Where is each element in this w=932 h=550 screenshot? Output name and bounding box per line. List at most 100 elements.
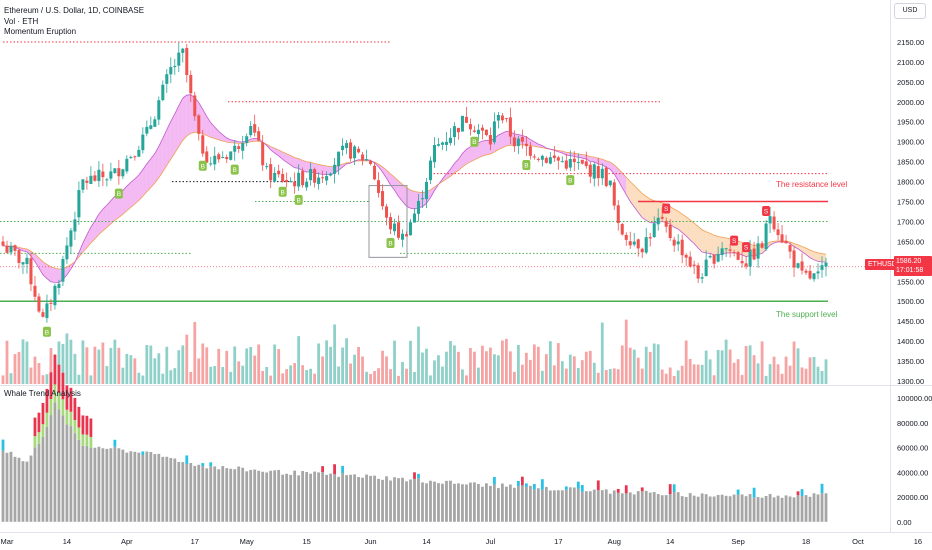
ribbon-segment [654,200,659,223]
whale-accent-bar [185,455,189,465]
volume-bar [644,346,648,384]
candle-body [572,158,576,163]
whale-bar [205,468,209,522]
volume-bar [265,366,269,384]
whale-accent-bar [417,473,420,479]
whale-bar [193,465,197,522]
ribbon-segment [114,193,119,221]
whale-bar [457,483,460,522]
ribbon-segment [278,149,283,160]
ribbon-segment [694,223,699,249]
ribbon-segment [406,187,411,209]
volume-bar [552,365,556,384]
time-tick-label: 17 [554,537,562,546]
price-levels [0,41,890,302]
whale-green-bar [85,434,89,447]
candle-body [357,148,361,153]
volume-bar [672,375,676,384]
buy-signal [522,160,531,171]
whale-bar [500,483,504,522]
whale-bar [604,489,608,522]
whale-bar [449,480,452,522]
candle-body [265,166,269,168]
ribbon-segment [634,185,639,213]
candle-body [229,151,233,160]
whale-bar [369,475,372,522]
volume-bar [273,344,277,384]
ribbon-segment [106,200,111,228]
whale-bar [469,482,472,522]
volume-bar [313,373,317,384]
volume-bar [97,349,101,384]
candle-body [69,230,73,247]
price-tick-label: 1400.00 [897,337,924,346]
ribbon-segment [698,226,703,253]
candle-body [121,169,125,177]
volume-bar [544,354,548,384]
candle-body [676,241,680,245]
whale-bar [41,436,45,522]
candle-body [289,181,293,183]
candle-body [620,224,624,235]
volume-bar [45,374,49,384]
ribbon-segment [642,193,647,221]
candle-body [584,161,588,167]
ribbon-segment [686,216,691,241]
whale-bar [564,489,568,522]
ribbon-segment [42,261,47,279]
volume-bar [748,345,752,384]
ribbon-segment [606,160,611,170]
volume-bar [636,357,640,384]
signal-letter: B [201,163,205,170]
whale-bar [313,471,317,522]
whale-accent-bar [209,462,213,467]
candle-body [768,216,772,224]
candle-body [329,173,333,176]
volume-bar [89,375,93,384]
volume-bar [536,346,540,384]
whale-bar [552,490,556,522]
price-tick-label: 2000.00 [897,98,924,107]
candle-body [205,151,209,163]
ribbon-segment [682,214,687,236]
whale-bar [229,468,233,522]
volume-bar [608,368,612,384]
candle-body [293,181,297,187]
whale-accent-bar [820,483,824,494]
volume-bar [137,372,141,384]
whale-accent-bar [532,484,536,490]
time-tick-label: 15 [302,537,310,546]
volume-bar [405,368,408,384]
candle-body [209,163,213,165]
candle-body [808,270,812,279]
candle-body [389,217,393,230]
candle-body [33,285,37,297]
candle-body [812,273,816,280]
volume-bar [229,371,233,384]
candle-body [261,142,265,166]
volume-bar [564,368,568,384]
price-tick-label: 1850.00 [897,158,924,167]
volume-bar [241,365,245,384]
volume-bar [101,342,105,384]
candle-body [29,258,33,285]
candle-body [301,170,305,186]
whale-bar [600,490,604,522]
volume-bar [85,347,89,384]
whale-bar [189,463,193,522]
candle-body [628,241,632,246]
volume-bar [9,373,13,384]
candle-body [385,206,389,218]
volume-bar [584,351,588,384]
volume-bar [301,365,305,384]
candle-body [97,169,101,182]
currency-button[interactable]: USD [894,3,926,19]
whale-bar [788,496,792,522]
whale-red-bar [45,388,49,413]
volume-bar [784,356,788,384]
whale-bar [672,492,676,522]
candle-body [325,176,329,181]
whale-bar [345,475,348,522]
whale-bar [692,495,696,522]
